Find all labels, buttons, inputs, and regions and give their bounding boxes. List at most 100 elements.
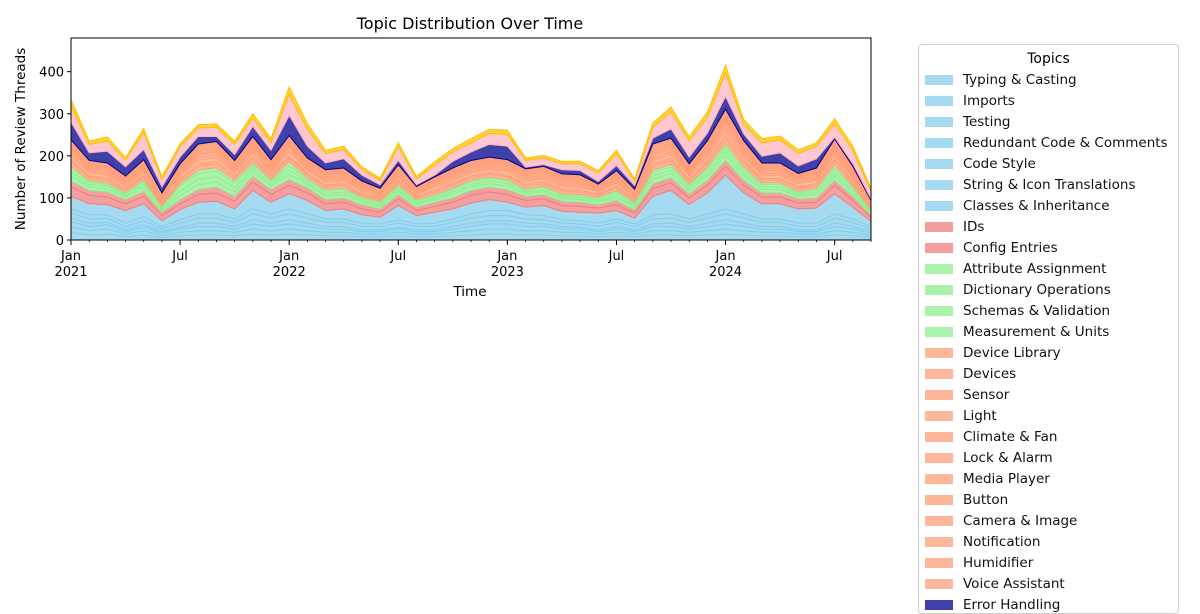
legend-item: Device Library	[925, 342, 1061, 363]
chart-title: Topic Distribution Over Time	[356, 14, 583, 33]
legend-swatch	[925, 284, 953, 295]
legend-label: Attribute Assignment	[963, 260, 1107, 277]
legend-label: String & Icon Translations	[963, 176, 1136, 193]
legend-label: Camera & Image	[963, 512, 1078, 529]
legend-swatch	[925, 473, 953, 484]
legend-label: Devices	[963, 365, 1017, 382]
legend-label: Dictionary Operations	[963, 281, 1111, 298]
legend-swatch	[925, 305, 953, 316]
legend-label: Measurement & Units	[963, 323, 1110, 340]
legend-swatch	[925, 599, 953, 610]
legend-swatch	[925, 494, 953, 505]
legend-item: Code Style	[925, 153, 1036, 174]
legend-item: Climate & Fan	[925, 426, 1057, 447]
chart-svg: Topic Distribution Over Time 0 100 200 300 4…	[13, 14, 872, 300]
legend-item: Config Entries	[925, 237, 1058, 258]
legend-swatch	[925, 116, 953, 127]
legend-item: Attribute Assignment	[925, 258, 1106, 279]
y-tick-label: 300	[39, 108, 64, 123]
legend-title: Topics	[1027, 51, 1070, 67]
legend-item: Sensor	[925, 384, 1009, 405]
legend-item: Error Handling	[925, 594, 1060, 613]
legend-label: Humidifier	[963, 554, 1034, 571]
legend-item: Redundant Code & Comments	[925, 132, 1168, 153]
legend-swatch	[925, 158, 953, 169]
legend-item: Measurement & Units	[925, 321, 1109, 342]
legend-label: Schemas & Validation	[963, 302, 1111, 319]
x-tick-label: Jan	[60, 249, 81, 264]
areas-layer	[70, 63, 872, 241]
x-tick-year-label: 2022	[273, 265, 306, 280]
legend: Topics Typing & Casting Imports Testing Red…	[918, 44, 1179, 614]
x-tick-label: Jan	[496, 249, 517, 264]
legend-label: Redundant Code & Comments	[963, 134, 1168, 151]
legend-swatch	[925, 536, 953, 547]
legend-label: Classes & Inheritance	[963, 197, 1110, 214]
legend-item: Dictionary Operations	[925, 279, 1111, 300]
legend-swatch	[925, 179, 953, 190]
legend-swatch	[925, 389, 953, 400]
legend-label: Imports	[963, 92, 1015, 109]
legend-item: Light	[925, 405, 997, 426]
legend-swatch	[925, 326, 953, 337]
x-tick-label: Jul	[171, 249, 188, 264]
legend-swatch	[925, 137, 953, 148]
legend-label: Button	[963, 491, 1009, 508]
legend-swatch	[925, 557, 953, 568]
legend-item: Media Player	[925, 468, 1050, 489]
legend-swatch	[925, 221, 953, 232]
legend-swatch	[925, 452, 953, 463]
legend-label: Media Player	[963, 470, 1050, 487]
legend-item: Humidifier	[925, 552, 1033, 573]
y-tick-label: 100	[39, 192, 64, 207]
legend-item: Testing	[925, 111, 1010, 132]
legend-item: Typing & Casting	[925, 69, 1077, 90]
x-tick-label: Jul	[389, 249, 406, 264]
legend-item: Classes & Inheritance	[925, 195, 1110, 216]
legend-swatch	[925, 578, 953, 589]
legend-swatch	[925, 263, 953, 274]
legend-swatch	[925, 95, 953, 106]
y-axis-label: Number of Review Threads	[13, 48, 29, 231]
x-axis-label: Time	[452, 284, 486, 300]
y-axis-ticks: 0 100 200 300 400	[39, 66, 71, 249]
legend-item: Lock & Alarm	[925, 447, 1053, 468]
legend-swatch	[925, 368, 953, 379]
legend-swatch	[925, 347, 953, 358]
legend-item: String & Icon Translations	[925, 174, 1136, 195]
x-tick-label: Jul	[826, 249, 843, 264]
y-tick-label: 400	[39, 66, 64, 81]
legend-item: Camera & Image	[925, 510, 1077, 531]
legend-label: Config Entries	[963, 239, 1058, 256]
y-tick-label: 0	[56, 234, 64, 249]
legend-swatch	[925, 431, 953, 442]
x-tick-year-label: 2023	[491, 265, 524, 280]
legend-label: Lock & Alarm	[963, 449, 1053, 466]
x-tick-label: Jan	[715, 249, 736, 264]
legend-item: Voice Assistant	[925, 573, 1065, 594]
x-tick-year-label: 2021	[54, 265, 87, 280]
legend-label: Typing & Casting	[963, 71, 1077, 88]
legend-label: Notification	[963, 533, 1041, 550]
legend-label: Testing	[963, 113, 1011, 130]
legend-swatch	[925, 515, 953, 526]
legend-label: Sensor	[963, 386, 1010, 403]
legend-label: Climate & Fan	[963, 428, 1058, 445]
legend-label: Light	[963, 407, 997, 424]
legend-label: Code Style	[963, 155, 1036, 172]
chart-root: Topic Distribution Over Time 0 100 200 300 4…	[13, 14, 1179, 614]
legend-item: IDs	[925, 216, 984, 237]
legend-item: Devices	[925, 363, 1016, 384]
legend-label: IDs	[963, 218, 985, 235]
x-tick-label: Jul	[608, 249, 625, 264]
legend-swatch	[925, 200, 953, 211]
legend-swatch	[925, 74, 953, 85]
legend-label: Voice Assistant	[963, 575, 1065, 592]
y-tick-label: 200	[39, 150, 64, 165]
legend-item: Imports	[925, 90, 1015, 111]
legend-item: Schemas & Validation	[925, 300, 1110, 321]
legend-item: Button	[925, 489, 1008, 510]
legend-label: Device Library	[963, 344, 1061, 361]
legend-swatch	[925, 242, 953, 253]
